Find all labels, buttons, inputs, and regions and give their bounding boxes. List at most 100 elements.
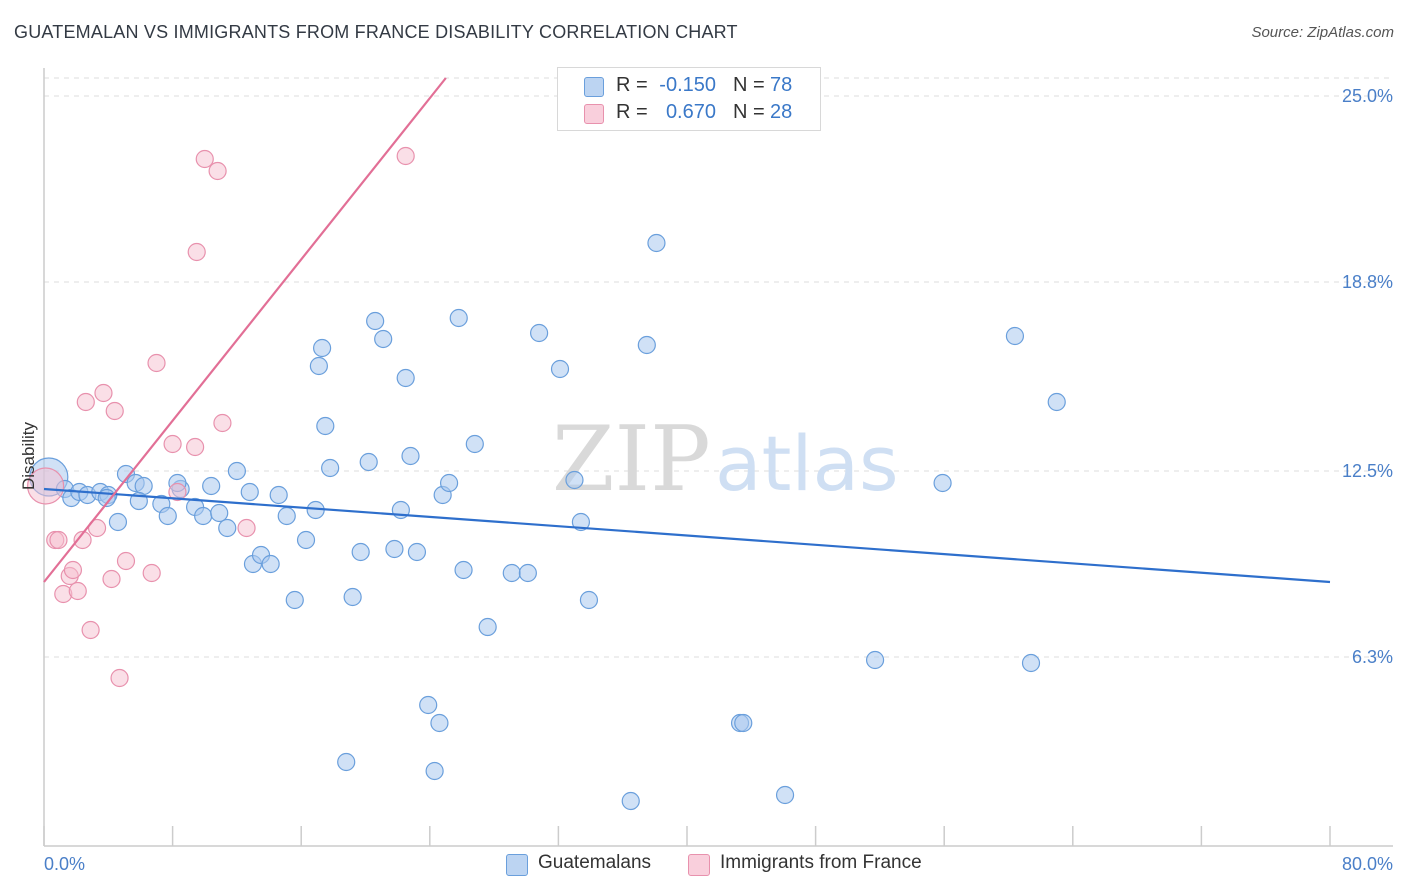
guatemalan-point	[366, 311, 385, 331]
france-point	[73, 530, 92, 550]
france-point	[68, 581, 87, 601]
watermark-atlas: atlas	[715, 419, 899, 508]
france-point	[396, 146, 415, 166]
guatemalan-point	[316, 416, 335, 436]
guatemalan-trend-line	[43, 487, 1331, 584]
france-point	[49, 530, 68, 550]
guatemalan-point	[285, 590, 304, 610]
guatemalan-point	[565, 470, 584, 490]
guatemalan-point	[227, 461, 246, 481]
guatemalan-point	[374, 329, 393, 349]
guatemalan-point	[550, 359, 570, 379]
guatemalan-point	[218, 518, 237, 538]
x-tick-label-end: 80.0%	[1342, 854, 1393, 874]
france-point	[187, 242, 206, 262]
france-point	[168, 482, 187, 502]
guatemalan-point	[478, 617, 497, 637]
guatemalan-point	[419, 695, 438, 715]
guatemalan-point	[530, 323, 549, 343]
guatemalan-point	[1021, 653, 1041, 673]
guatemalan-point	[425, 761, 444, 781]
guatemalan-point	[465, 434, 484, 454]
series-guatemalans	[29, 233, 1066, 811]
legend-r-value: 0.670	[665, 101, 716, 123]
guatemalan-point	[401, 446, 420, 466]
guatemalan-point	[202, 476, 221, 496]
france-point	[208, 161, 227, 181]
tick-labels: 6.3% 12.5% 18.8% 25.0% 0.0% 80.0%	[44, 86, 1393, 874]
france-point	[163, 434, 182, 454]
watermark-zip: ZIP	[552, 407, 711, 512]
bottom-legend-label-guatemalans: Guatemalans	[538, 852, 652, 873]
guatemalan-point	[449, 308, 468, 328]
guatemalan-point	[321, 458, 340, 478]
guatemalan-point	[579, 590, 599, 610]
y-tick-label: 12.5%	[1342, 461, 1393, 481]
y-tick-label: 25.0%	[1342, 86, 1393, 106]
france-point	[81, 620, 100, 640]
france-point	[102, 569, 121, 589]
guatemalan-point	[240, 482, 259, 502]
legend-r-label: R =	[616, 101, 648, 123]
france-point	[110, 668, 129, 688]
bottom-legend-swatch-blue	[506, 854, 528, 876]
guatemalan-point	[296, 530, 316, 550]
france-point	[94, 383, 113, 403]
legend-n-label: N =	[733, 74, 765, 96]
x-tick-label-start: 0.0%	[44, 854, 85, 874]
france-point	[116, 551, 136, 571]
guatemalan-point	[637, 335, 656, 355]
guatemalan-point	[309, 356, 328, 376]
guatemalan-point	[571, 512, 591, 532]
source-note: Source: ZipAtlas.com	[1251, 24, 1394, 41]
guatemalan-point	[385, 539, 404, 559]
guatemalan-point	[647, 233, 666, 253]
legend-swatch-pink	[584, 104, 604, 124]
legend-r-value: -0.150	[659, 74, 716, 96]
guatemalan-point	[734, 713, 753, 733]
axes	[43, 68, 1393, 847]
france-point	[27, 467, 65, 505]
guatemalan-point	[359, 452, 378, 472]
france-point	[105, 401, 124, 421]
legend-r-label: R =	[616, 74, 648, 96]
guatemalan-point	[502, 563, 521, 583]
guatemalan-point	[775, 785, 795, 805]
guatemalan-point	[407, 542, 427, 562]
guatemalan-point	[194, 506, 213, 526]
guatemalan-point	[351, 542, 370, 562]
legend-swatch-blue	[584, 77, 604, 97]
guatemalan-point	[269, 485, 288, 505]
guatemalan-point	[158, 506, 177, 526]
guatemalan-point	[396, 368, 415, 388]
guatemalan-point	[1047, 392, 1066, 412]
guatemalan-point	[933, 473, 952, 493]
legend-row-guatemalans: R = -0.150 N = 78	[558, 74, 820, 100]
legend-n-value: 78	[770, 74, 793, 96]
guatemalan-point	[518, 563, 537, 583]
france-point	[186, 437, 205, 457]
france-trend-line	[43, 77, 447, 583]
y-axis-label: Disability	[19, 421, 38, 490]
correlation-legend: R = -0.150 N = 78 R = 0.670 N = 28	[557, 67, 821, 131]
guatemalan-point	[343, 587, 362, 607]
watermark: ZIP atlas	[552, 407, 899, 512]
guatemalan-point	[108, 512, 128, 532]
france-point	[237, 518, 256, 538]
france-point	[63, 560, 83, 580]
guatemalan-point	[134, 476, 153, 496]
trend-lines	[43, 77, 1331, 584]
france-point	[147, 353, 166, 373]
guatemalan-point	[454, 560, 473, 580]
guatemalan-point	[210, 503, 229, 523]
guatemalan-point	[277, 506, 296, 526]
guatemalan-point	[621, 791, 640, 811]
y-tick-label: 18.8%	[1342, 272, 1393, 292]
guatemalan-point	[337, 752, 356, 772]
france-point	[87, 518, 107, 538]
guatemalan-point	[1005, 326, 1025, 346]
bottom-legend-label-france: Immigrants from France	[720, 852, 922, 873]
legend-n-value: 28	[770, 101, 793, 123]
legend-n-label: N =	[733, 101, 765, 123]
